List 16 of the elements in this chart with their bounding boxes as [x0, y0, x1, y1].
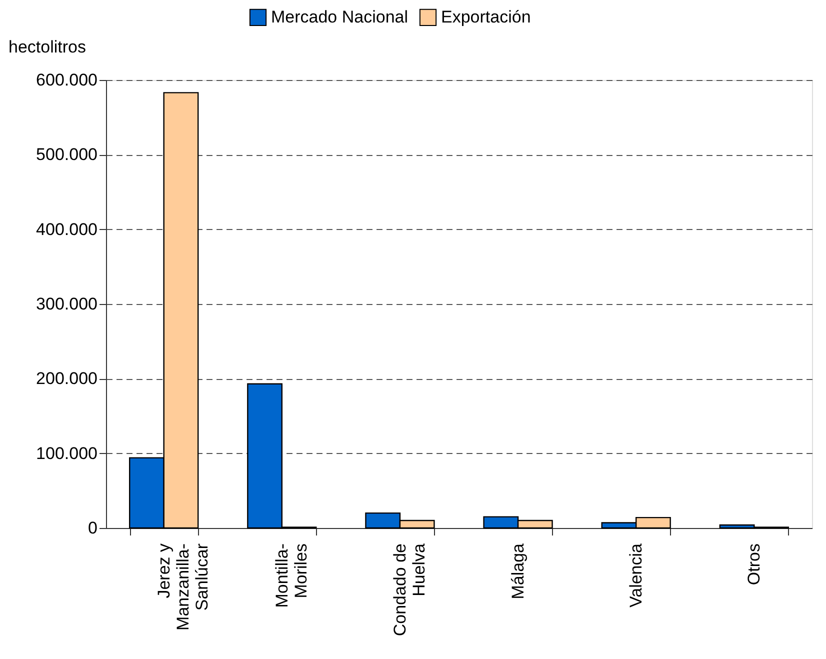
legend-label: Mercado Nacional — [271, 7, 408, 26]
x-tick-label: Jerez y Manzanilla-Sanlúcar — [154, 543, 212, 630]
y-tick-label: 0 — [88, 518, 98, 538]
x-tick-label: Málaga — [508, 542, 528, 600]
y-tick-label: 300.000 — [36, 294, 98, 314]
x-tick-label: Condado de Huelva — [390, 542, 428, 636]
y-tick-label: 600.000 — [36, 70, 98, 90]
y-tick-label: 100.000 — [36, 444, 98, 463]
x-tick-label: Valencia — [626, 542, 646, 608]
legend-label: Exportación — [441, 7, 531, 26]
y-axis-title: hectolitros — [8, 38, 86, 56]
x-tick-label: Montilla-Moriles — [272, 544, 310, 608]
y-tick-label: 400.000 — [36, 220, 98, 239]
y-tick-label: 500.000 — [36, 145, 98, 164]
y-tick-label: 200.000 — [36, 369, 98, 388]
x-tick-label: Otros — [744, 544, 764, 586]
